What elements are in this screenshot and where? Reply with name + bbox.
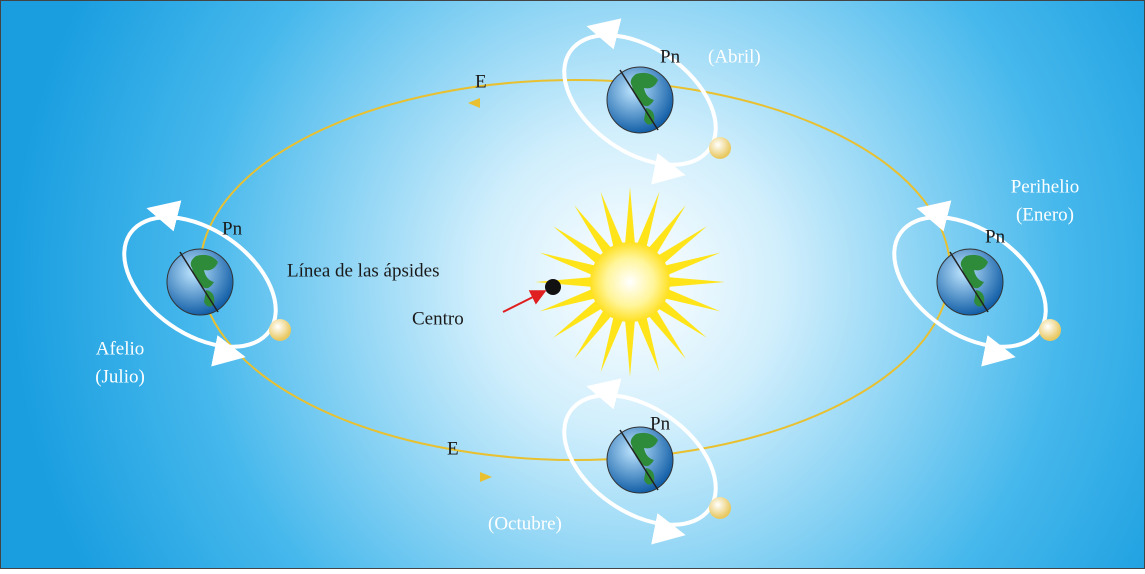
moon: [1039, 319, 1061, 341]
moon: [709, 137, 731, 159]
ring-arrow: [211, 335, 246, 367]
ring-arrow: [146, 200, 182, 232]
center-arrow: [502, 290, 547, 313]
pole-label: Pn: [985, 226, 1006, 247]
caption: Afelio: [96, 338, 145, 359]
moon: [709, 497, 731, 519]
orbit-arrow: [468, 98, 480, 108]
caption: (Abril): [708, 46, 761, 67]
axis: [949, 251, 989, 313]
caption: (Enero): [1016, 204, 1074, 225]
ring-arrow: [586, 18, 622, 50]
caption: (Octubre): [488, 513, 562, 534]
apsides-label: Línea de las ápsides: [287, 260, 439, 281]
sun: [535, 187, 725, 377]
caption: (Julio): [95, 366, 145, 387]
pole-label: Pn: [650, 413, 671, 434]
direction-label: E: [475, 71, 487, 92]
axis: [619, 429, 659, 491]
axis: [179, 251, 219, 313]
ring-arrow: [586, 378, 622, 410]
center-dot: [545, 279, 561, 295]
earth: [562, 378, 731, 545]
ring-arrow: [981, 335, 1016, 367]
axis: [619, 69, 659, 131]
ring-arrow: [916, 200, 952, 232]
earth: [562, 18, 731, 185]
pole-label: Pn: [222, 218, 243, 239]
ring-arrow: [651, 153, 686, 185]
earths: [122, 18, 1061, 545]
earth: [122, 200, 291, 367]
moon: [269, 319, 291, 341]
caption: Perihelio: [1011, 176, 1080, 197]
pole-label: Pn: [660, 46, 681, 67]
center-label: Centro: [412, 308, 464, 329]
ring-arrow: [651, 513, 686, 545]
orbit-arrow: [480, 472, 492, 482]
direction-label: E: [447, 438, 459, 459]
sun-core: [590, 242, 670, 322]
earth: [892, 200, 1061, 367]
